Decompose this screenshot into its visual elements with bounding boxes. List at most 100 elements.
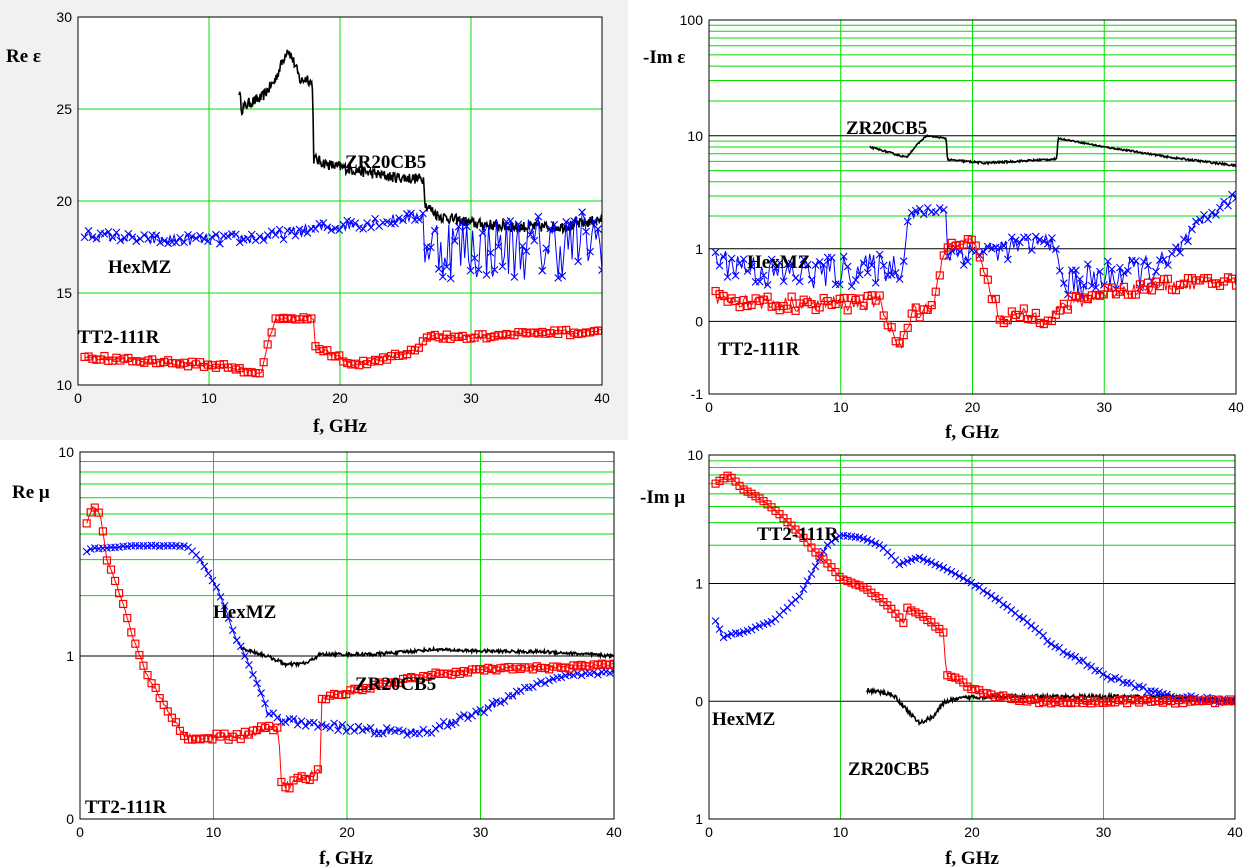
data-point-tt2-111r <box>597 326 602 335</box>
data-point-hexmz <box>839 252 848 261</box>
x-axis-label-re-mu: f, GHz <box>319 848 373 868</box>
data-point-hexmz <box>472 707 480 716</box>
data-point-hexmz <box>1180 235 1188 244</box>
data-point-hexmz <box>1092 283 1100 292</box>
data-point-hexmz <box>1176 248 1184 257</box>
data-point-hexmz <box>367 223 376 232</box>
data-point-hexmz <box>347 217 356 226</box>
data-point-hexmz <box>1079 656 1088 665</box>
data-point-hexmz <box>831 534 840 543</box>
data-point-hexmz <box>1188 225 1196 234</box>
data-point-hexmz <box>518 242 527 250</box>
data-point-hexmz <box>299 227 308 235</box>
data-point-tt2-111r <box>102 556 112 565</box>
data-point-tt2-111r <box>135 650 144 660</box>
data-point-hexmz <box>554 273 563 282</box>
data-point-hexmz <box>715 261 724 270</box>
data-point-hexmz <box>1015 238 1024 247</box>
data-point-hexmz <box>1031 232 1040 241</box>
data-point-hexmz <box>863 268 872 277</box>
data-point-tt2-111r <box>123 613 132 623</box>
data-point-hexmz <box>482 271 491 279</box>
data-point-tt2-111r <box>783 304 792 313</box>
data-point-hexmz <box>259 236 268 244</box>
y-tick-label: 0 <box>695 313 703 329</box>
data-point-hexmz <box>430 226 439 235</box>
data-point-hexmz <box>803 260 812 269</box>
data-point-hexmz <box>228 626 237 635</box>
data-point-hexmz <box>522 247 531 256</box>
data-point-tt2-111r <box>131 639 140 648</box>
data-point-hexmz <box>550 220 559 229</box>
data-point-tt2-111r <box>1031 308 1040 318</box>
data-point-tt2-111r <box>307 314 316 323</box>
data-point-hexmz <box>192 234 200 243</box>
series-line-zr20cb5 <box>238 49 602 235</box>
data-point-hexmz <box>431 724 440 733</box>
data-point-hexmz <box>383 218 391 226</box>
data-point-hexmz <box>362 725 371 733</box>
data-point-hexmz <box>538 266 547 275</box>
annotation-tt2-111r-im-mu: TT2-111R <box>757 524 839 545</box>
data-point-hexmz <box>1212 211 1220 219</box>
data-point-tt2-111r <box>1143 278 1153 287</box>
data-point-hexmz <box>82 547 91 556</box>
plot-frame-im-mu <box>708 454 1236 820</box>
y-tick-label: 20 <box>56 193 72 209</box>
data-point-hexmz <box>399 216 407 225</box>
data-point-tt2-111r <box>859 301 868 310</box>
series-layer-re-epsilon <box>80 49 602 378</box>
data-point-tt2-111r <box>931 287 940 296</box>
data-point-hexmz <box>891 268 900 277</box>
data-point-hexmz <box>566 220 575 228</box>
data-point-hexmz <box>594 225 602 233</box>
data-point-hexmz <box>915 553 924 562</box>
data-point-hexmz <box>859 259 868 268</box>
data-point-hexmz <box>983 589 992 598</box>
data-point-tt2-111r <box>843 306 852 315</box>
data-point-tt2-111r <box>879 311 888 320</box>
x-tick-label: 20 <box>964 824 980 840</box>
data-point-hexmz <box>606 669 614 677</box>
data-point-hexmz <box>811 562 820 571</box>
data-point-tt2-111r <box>895 339 904 348</box>
annotation-hexmz-im-epsilon: HexMZ <box>747 252 810 273</box>
data-point-hexmz <box>995 244 1004 252</box>
data-point-hexmz <box>208 233 216 242</box>
data-point-hexmz <box>963 576 972 585</box>
annotation-tt2-111r-re-mu: TT2-111R <box>85 797 167 818</box>
data-point-hexmz <box>335 226 344 235</box>
data-point-hexmz <box>775 258 784 267</box>
data-point-hexmz <box>494 242 503 251</box>
x-tick-label: 40 <box>594 390 610 406</box>
data-point-hexmz <box>323 223 332 232</box>
data-point-tt2-111r <box>939 628 948 637</box>
data-point-hexmz <box>534 212 543 221</box>
data-point-hexmz <box>755 277 764 286</box>
data-point-tt2-111r <box>267 328 276 337</box>
data-point-hexmz <box>574 257 583 266</box>
data-point-hexmz <box>935 204 944 212</box>
data-point-hexmz <box>496 698 505 707</box>
data-point-hexmz <box>899 558 908 567</box>
data-point-hexmz <box>799 255 808 264</box>
data-point-hexmz <box>835 280 844 289</box>
data-point-hexmz <box>1039 237 1048 246</box>
series-line-zr20cb5 <box>239 644 614 669</box>
data-point-tt2-111r <box>839 293 848 303</box>
y-tick-label: 1 <box>695 811 703 827</box>
x-tick-label: 20 <box>339 824 355 840</box>
data-point-hexmz <box>711 617 720 625</box>
data-point-hexmz <box>1083 260 1092 269</box>
data-point-hexmz <box>434 265 443 273</box>
data-point-tt2-111r <box>1147 286 1157 295</box>
data-point-hexmz <box>590 217 598 226</box>
data-point-hexmz <box>867 261 876 270</box>
x-tick-label: 10 <box>833 824 849 840</box>
data-point-tt2-111r <box>1230 696 1235 706</box>
series-layer-re-mu <box>82 503 614 793</box>
data-point-hexmz <box>1132 256 1140 265</box>
